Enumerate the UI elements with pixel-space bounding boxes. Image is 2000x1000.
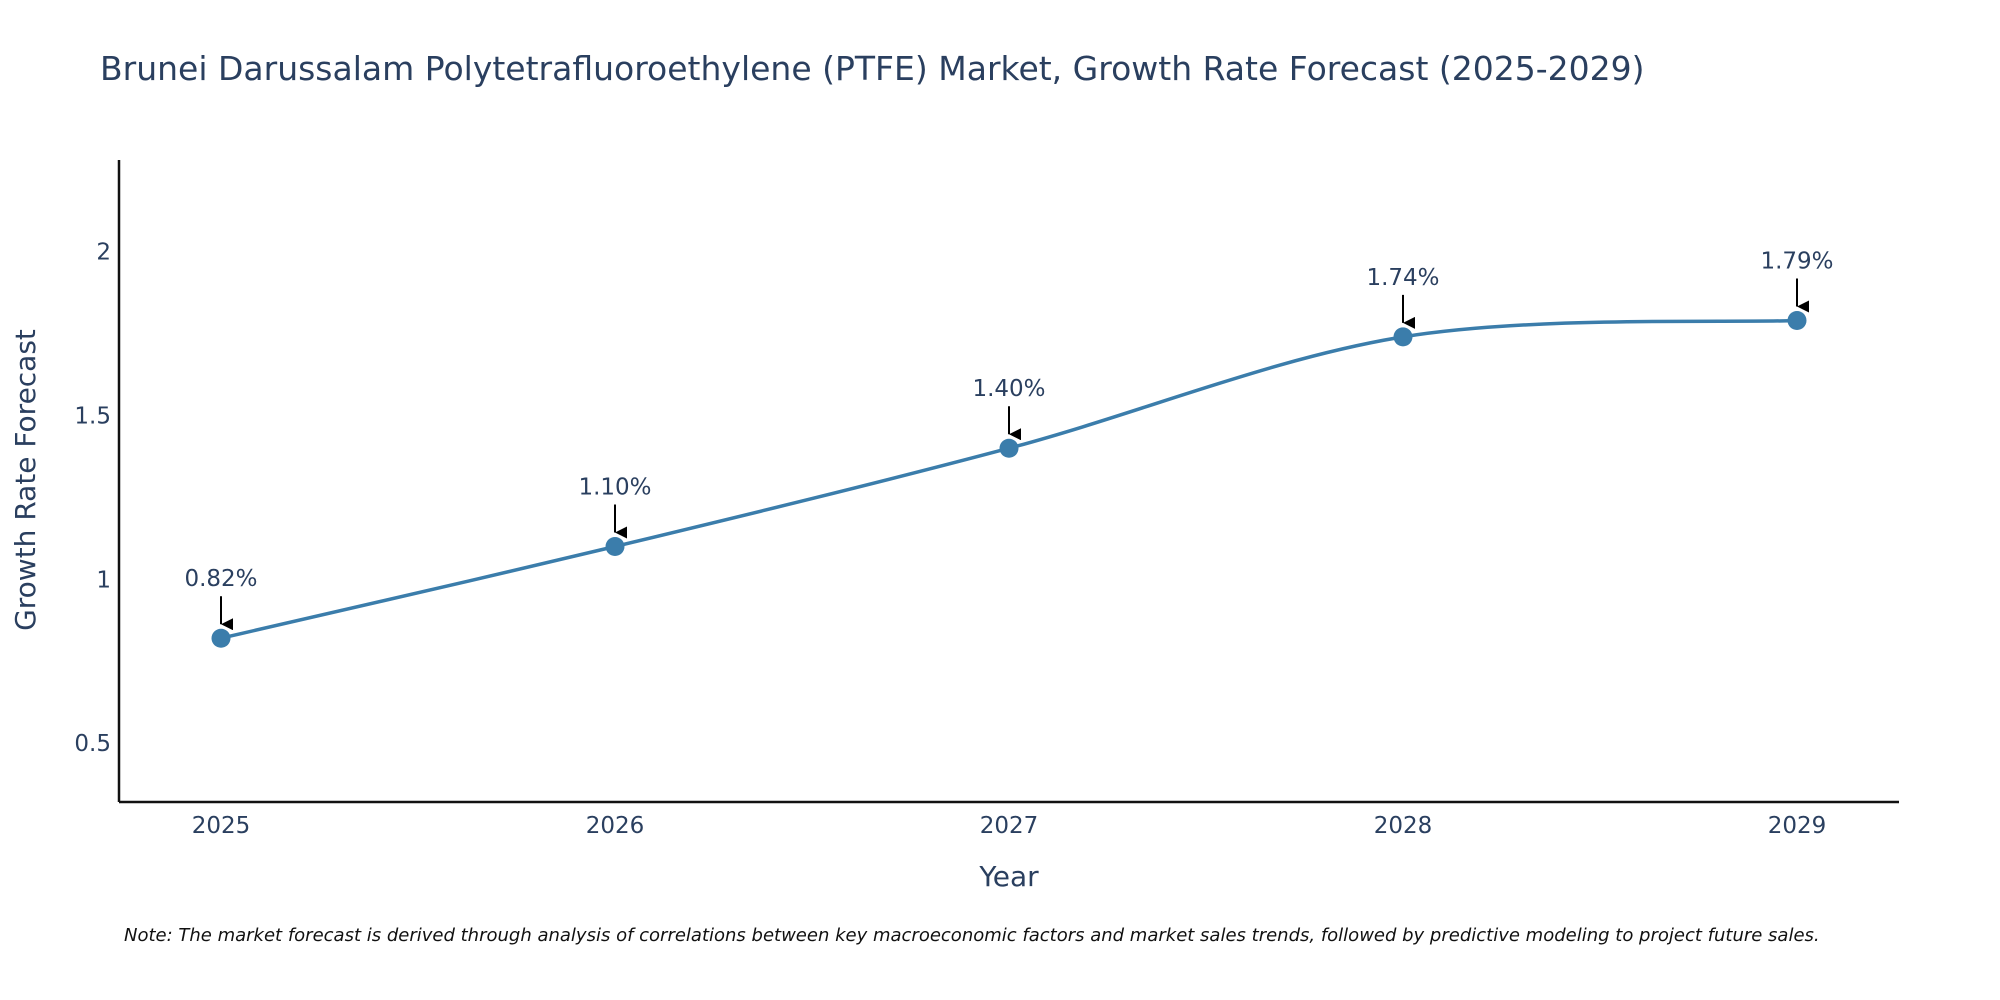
x-tick-label: 2027 [980, 813, 1039, 839]
plot-area: 0.5 1 1.5 2 2025 2026 2027 2028 2029 0.82% 1.10% 1.… [74, 160, 1899, 839]
chart-title: Brunei Darussalam Polytetrafluoroethylen… [100, 49, 1645, 88]
x-tick-label: 2026 [586, 813, 645, 839]
data-label: 0.82% [184, 566, 257, 592]
y-axis-title: Growth Rate Forecast [9, 329, 42, 631]
x-axis-title: Year [978, 860, 1039, 893]
data-label: 1.79% [1760, 249, 1833, 275]
x-tick-label: 2028 [1374, 813, 1433, 839]
series-line [219, 318, 1799, 640]
y-tick-label: 1 [96, 567, 111, 593]
data-label: 1.74% [1366, 265, 1439, 291]
data-point [999, 438, 1019, 458]
y-tick-label: 2 [96, 240, 111, 266]
data-point [1393, 327, 1413, 347]
y-tick-label: 0.5 [74, 731, 111, 757]
data-point [1787, 311, 1807, 330]
data-label: 1.40% [972, 376, 1045, 402]
data-label: 1.10% [578, 475, 651, 501]
x-tick-label: 2025 [192, 813, 251, 839]
data-point [605, 537, 625, 557]
y-tick-label: 1.5 [74, 403, 111, 429]
footnote: Note: The market forecast is derived thr… [124, 925, 1820, 946]
data-point [211, 628, 231, 648]
x-tick-label: 2029 [1768, 813, 1827, 839]
